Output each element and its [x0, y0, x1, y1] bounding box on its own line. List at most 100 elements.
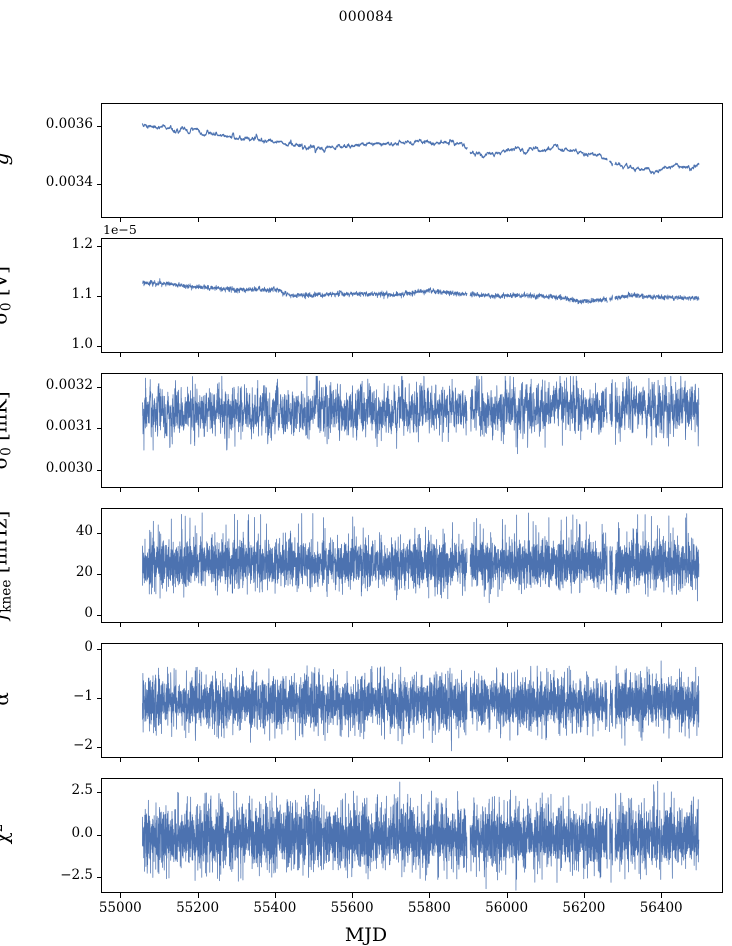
- x-tick-label: 55200: [176, 900, 220, 916]
- gain-trace: [141, 123, 700, 175]
- x-tick-mark-inner: [661, 623, 663, 627]
- sigma0-volt-trace: [142, 278, 700, 305]
- x-tick-mark-inner: [197, 218, 199, 222]
- x-tick-label: 56000: [485, 900, 529, 916]
- x-tick-mark-inner: [197, 488, 199, 492]
- sigma0-volt-ytick-label: 1.1: [71, 285, 93, 302]
- x-axis-label: MJD: [344, 924, 388, 946]
- x-tick-mark-inner: [352, 758, 354, 762]
- chi2-trace: [142, 780, 700, 891]
- sigma0-volt-ytick-mark: [96, 345, 101, 347]
- sigma0-mk-ytick-label: 0.0030: [45, 459, 93, 476]
- sigma0-volt-ytick-label: 1.0: [71, 335, 93, 352]
- x-tick-mark-inner: [274, 353, 276, 357]
- x-tick-mark-inner: [120, 758, 122, 762]
- x-tick-mark: [274, 893, 276, 898]
- fknee-ytick-label: 0: [84, 604, 93, 621]
- x-tick-mark-inner: [583, 623, 585, 627]
- x-tick-mark-inner: [506, 218, 508, 222]
- x-tick-mark-inner: [274, 623, 276, 627]
- x-tick-mark: [506, 893, 508, 898]
- x-tick-mark-inner: [352, 488, 354, 492]
- x-tick-mark-inner: [274, 218, 276, 222]
- offset-exponent-label: 1e−5: [103, 222, 137, 237]
- x-tick-mark-inner: [274, 488, 276, 492]
- sigma0-mk-ytick-label: 0.0031: [45, 418, 93, 435]
- x-tick-mark-inner: [120, 218, 122, 222]
- x-tick-label: 55400: [253, 900, 297, 916]
- sigma0-mk-ytick-mark: [96, 469, 101, 471]
- x-tick-mark: [120, 893, 122, 898]
- x-tick-mark-inner: [429, 353, 431, 357]
- x-tick-mark: [429, 893, 431, 898]
- x-tick-label: 56200: [562, 900, 606, 916]
- chi2-ytick-label: 0.0: [71, 824, 93, 841]
- alpha-ytick-mark: [96, 747, 101, 749]
- x-tick-label: 56400: [639, 900, 683, 916]
- x-tick-mark-inner: [506, 623, 508, 627]
- x-tick-mark-inner: [583, 758, 585, 762]
- x-tick-mark-inner: [120, 353, 122, 357]
- chi2-ytick-label: −2.5: [60, 866, 93, 883]
- fknee-ytick-mark: [96, 573, 101, 575]
- panel-sigma0-mk: [101, 373, 723, 488]
- fknee-ytick-label: 40: [75, 522, 93, 539]
- x-tick-mark-inner: [352, 218, 354, 222]
- sigma0-mk-ytick-mark: [96, 428, 101, 430]
- fknee-ytick-mark: [96, 614, 101, 616]
- panel-gain: [101, 103, 723, 218]
- alpha-ytick-label: −1: [73, 688, 93, 705]
- sigma0-volt-ytick-mark: [96, 245, 101, 247]
- figure-title: 000084: [338, 9, 394, 25]
- gain-ytick-mark: [96, 183, 101, 185]
- sigma0-mk-trace: [142, 375, 700, 455]
- x-tick-mark-inner: [506, 488, 508, 492]
- gain-ytick-mark: [96, 126, 101, 128]
- panel-chi2: [101, 778, 723, 893]
- panel-sigma0-volt: [101, 238, 723, 353]
- sigma0-mk-ytick-mark: [96, 387, 101, 389]
- x-tick-mark-inner: [583, 488, 585, 492]
- x-tick-mark-inner: [274, 758, 276, 762]
- alpha-ytick-mark: [96, 698, 101, 700]
- alpha-ytick-mark: [96, 648, 101, 650]
- chi2-ytick-mark: [96, 834, 101, 836]
- sigma0-volt-ytick-mark: [96, 295, 101, 297]
- alpha-ytick-label: −2: [73, 737, 93, 754]
- x-tick-mark: [583, 893, 585, 898]
- alpha-ytick-label: 0: [84, 638, 93, 655]
- x-tick-mark-inner: [661, 488, 663, 492]
- x-tick-mark-inner: [429, 758, 431, 762]
- sigma0-volt-ytick-label: 1.2: [71, 235, 93, 252]
- x-tick-mark-inner: [661, 218, 663, 222]
- fknee-trace: [142, 512, 700, 604]
- x-tick-label: 55800: [407, 900, 451, 916]
- x-tick-mark-inner: [120, 623, 122, 627]
- chi2-ytick-label: 2.5: [71, 782, 93, 799]
- x-tick-mark-inner: [506, 353, 508, 357]
- chi2-ylabel: χ2: [0, 754, 13, 914]
- x-tick-mark: [661, 893, 663, 898]
- fknee-ytick-label: 20: [75, 563, 93, 580]
- x-tick-mark-inner: [197, 353, 199, 357]
- x-tick-mark-inner: [429, 623, 431, 627]
- sigma0-mk-ytick-label: 0.0032: [45, 377, 93, 394]
- x-tick-mark: [197, 893, 199, 898]
- x-tick-label: 55000: [98, 900, 142, 916]
- x-tick-mark-inner: [583, 218, 585, 222]
- panel-alpha: [101, 643, 723, 758]
- x-tick-mark-inner: [197, 758, 199, 762]
- chi2-ytick-mark: [96, 876, 101, 878]
- x-tick-mark-inner: [429, 218, 431, 222]
- x-tick-mark-inner: [352, 353, 354, 357]
- x-tick-mark-inner: [429, 488, 431, 492]
- chi2-ytick-mark: [96, 792, 101, 794]
- gain-ytick-label: 0.0036: [45, 116, 93, 132]
- gain-ytick-label: 0.0034: [45, 173, 93, 190]
- x-tick-mark-inner: [120, 488, 122, 492]
- x-tick-mark: [352, 893, 354, 898]
- x-tick-mark-inner: [197, 623, 199, 627]
- x-tick-mark-inner: [506, 758, 508, 762]
- x-tick-label: 55600: [330, 900, 374, 916]
